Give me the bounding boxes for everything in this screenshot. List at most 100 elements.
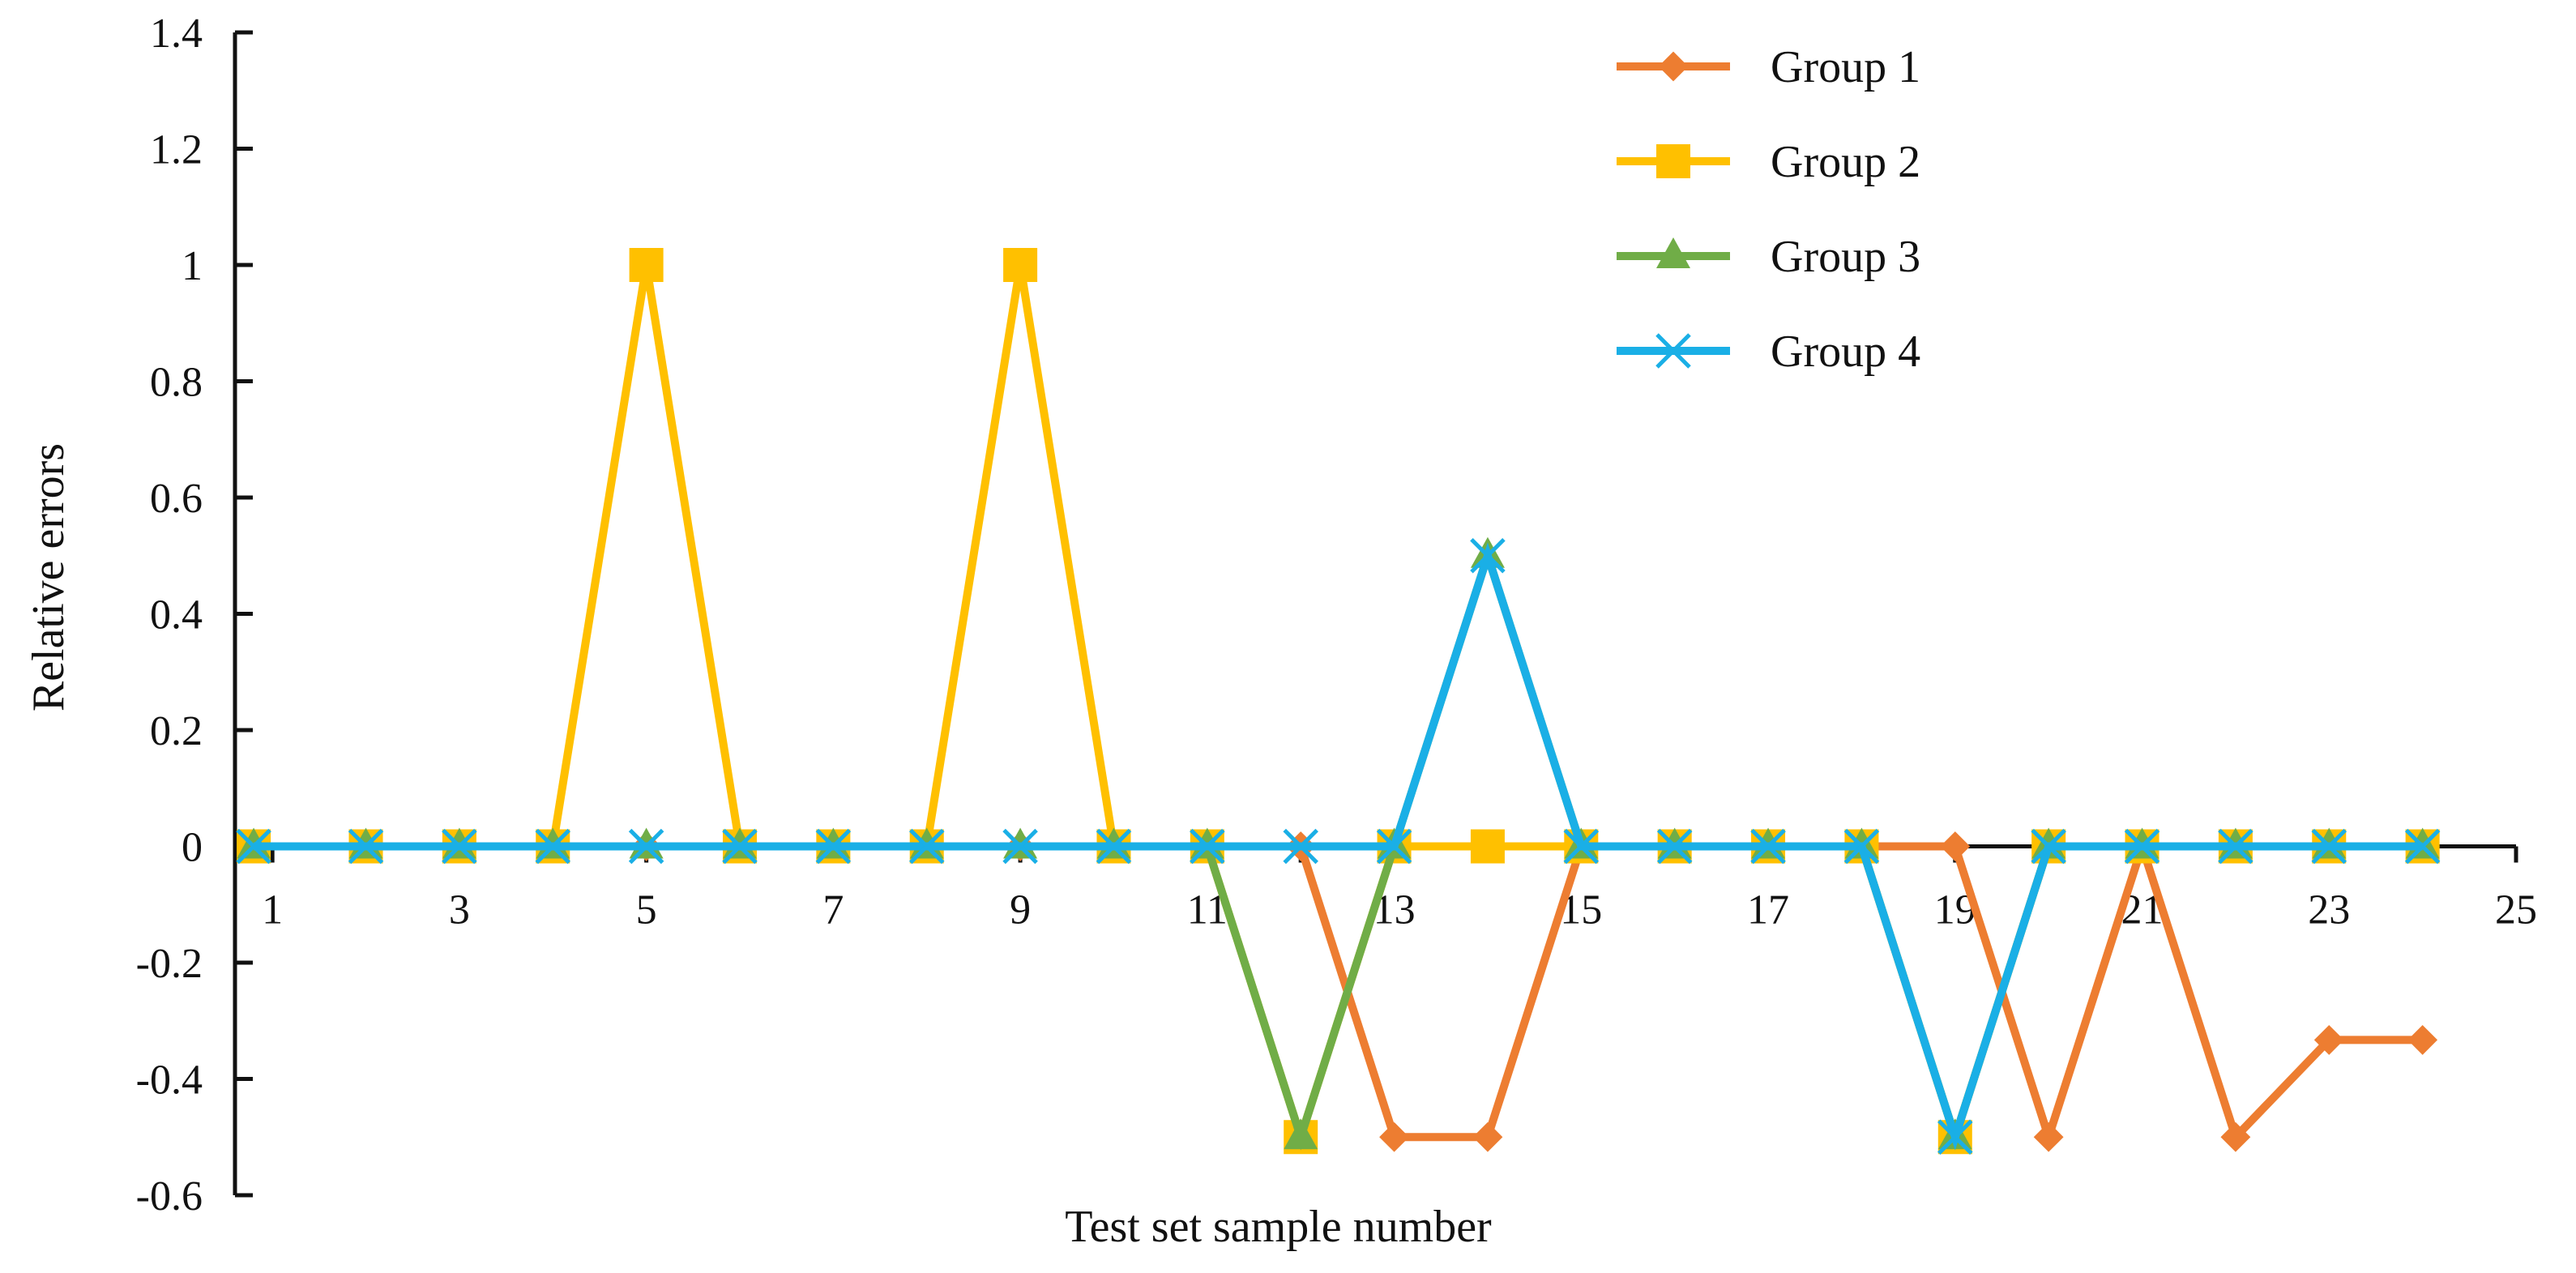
data-point-x: [1376, 828, 1412, 865]
data-point-x-stroke: [2311, 828, 2347, 865]
data-point-x-stroke: [2031, 828, 2066, 865]
legend-label: Group 4: [1771, 327, 1920, 377]
data-point-x-stroke: [2404, 828, 2441, 865]
data-point-x: [348, 828, 384, 865]
data-point-x-stroke: [722, 828, 758, 865]
data-point-x: [2404, 828, 2441, 865]
data-point-x: [1656, 828, 1693, 865]
x-tick-label: 5: [636, 887, 657, 933]
data-point-x-stroke: [1376, 828, 1412, 865]
data-point-diamond: [1658, 51, 1689, 82]
data-point-x: [1283, 828, 1318, 865]
data-point-x-stroke: [1843, 828, 1880, 865]
data-point-x: [1750, 828, 1786, 865]
data-point-diamond: [2313, 1025, 2344, 1055]
legend-item-group-2: Group 2: [1617, 137, 1920, 187]
x-tick-label: 1: [262, 887, 283, 933]
legend-item-group-4: Group 4: [1617, 327, 1920, 377]
y-tick-label: 1.4: [150, 11, 203, 57]
data-point-diamond: [1472, 1121, 1503, 1152]
data-point-x: [2124, 828, 2160, 865]
data-point-x: [535, 828, 571, 865]
data-point-x: [1002, 828, 1038, 865]
data-point-x: [1655, 333, 1691, 369]
data-point-x: [722, 828, 758, 865]
data-point-diamond: [2033, 1121, 2064, 1152]
y-tick-label: 0.6: [150, 476, 203, 522]
x-tick-label: 23: [2308, 887, 2350, 933]
series-layer: [236, 248, 2441, 1156]
data-point-x-stroke: [1470, 537, 1506, 574]
data-point-triangle: [1284, 1118, 1318, 1150]
data-point-x-stroke: [1750, 828, 1786, 865]
data-point-x-stroke: [1655, 333, 1691, 369]
data-point-x: [1563, 828, 1600, 865]
data-point-x-stroke: [815, 828, 852, 865]
data-point-square: [1656, 144, 1690, 178]
series-group-4: [236, 537, 2441, 1156]
data-point-x: [1843, 828, 1880, 865]
series-line-group-4: [254, 542, 2423, 1151]
data-point-square: [1003, 248, 1038, 282]
data-point-square: [629, 248, 664, 282]
y-tick-label: 1: [182, 243, 203, 289]
x-tick-label: 9: [1010, 887, 1031, 933]
data-point-x: [1470, 537, 1506, 574]
data-point-x: [2031, 828, 2066, 865]
x-tick-label: 7: [822, 887, 844, 933]
data-point-x-stroke: [2124, 828, 2160, 865]
data-point-x: [2311, 828, 2347, 865]
y-tick-label: 0.4: [150, 592, 203, 639]
y-tick-label: 0.2: [150, 708, 203, 754]
legend-label: Group 2: [1771, 137, 1920, 187]
data-point-x-stroke: [1937, 1119, 1973, 1156]
y-tick-label: -0.2: [136, 941, 203, 987]
data-point-x-stroke: [628, 828, 664, 865]
data-point-x: [1096, 828, 1132, 865]
y-tick-label: -0.4: [136, 1057, 203, 1104]
data-point-x-stroke: [535, 828, 571, 865]
data-point-x-stroke: [348, 828, 384, 865]
y-tick-label: -0.6: [136, 1173, 203, 1220]
data-point-x: [442, 828, 477, 865]
data-point-x: [2218, 828, 2253, 865]
series-line-group-2: [254, 264, 2423, 1151]
legend-item-group-3: Group 3: [1617, 232, 1920, 282]
legend-item-group-1: Group 1: [1617, 42, 1920, 92]
data-point-x-stroke: [1283, 828, 1318, 865]
x-axis-title: Test set sample number: [1065, 1202, 1492, 1252]
data-point-diamond: [2407, 1025, 2438, 1055]
data-point-x-stroke: [2218, 828, 2253, 865]
data-point-x: [236, 828, 271, 865]
data-point-x-stroke: [1190, 828, 1225, 865]
data-point-x: [1190, 828, 1225, 865]
data-point-x-stroke: [908, 828, 945, 865]
series-line-group-1: [254, 833, 2423, 1151]
legend-label: Group 1: [1771, 42, 1920, 92]
data-point-x: [628, 828, 664, 865]
data-point-x-stroke: [442, 828, 477, 865]
data-point-x-stroke: [236, 828, 271, 865]
x-tick-label: 3: [449, 887, 470, 933]
legend: Group 1 Group 2 Group 3 Group 4: [1617, 42, 1920, 377]
data-point-x: [1937, 1119, 1973, 1156]
data-point-triangle: [1656, 237, 1690, 268]
data-point-x-stroke: [1002, 828, 1038, 865]
y-tick-label: 1.2: [150, 127, 203, 173]
data-point-diamond: [1940, 831, 1971, 861]
y-tick-label: 0.8: [150, 360, 203, 406]
x-tick-label: 25: [2495, 887, 2537, 933]
data-point-square: [1470, 829, 1505, 864]
x-tick-label: 17: [1747, 887, 1789, 933]
data-point-diamond: [2220, 1121, 2251, 1152]
y-tick-label: 0: [182, 825, 203, 871]
data-point-diamond: [1379, 1121, 1409, 1152]
data-point-x-stroke: [1656, 828, 1693, 865]
data-point-x: [908, 828, 945, 865]
y-axis-title: Relative errors: [23, 443, 74, 711]
data-point-x-stroke: [1096, 828, 1132, 865]
data-point-x: [815, 828, 852, 865]
data-point-x-stroke: [1563, 828, 1600, 865]
legend-label: Group 3: [1771, 232, 1920, 282]
